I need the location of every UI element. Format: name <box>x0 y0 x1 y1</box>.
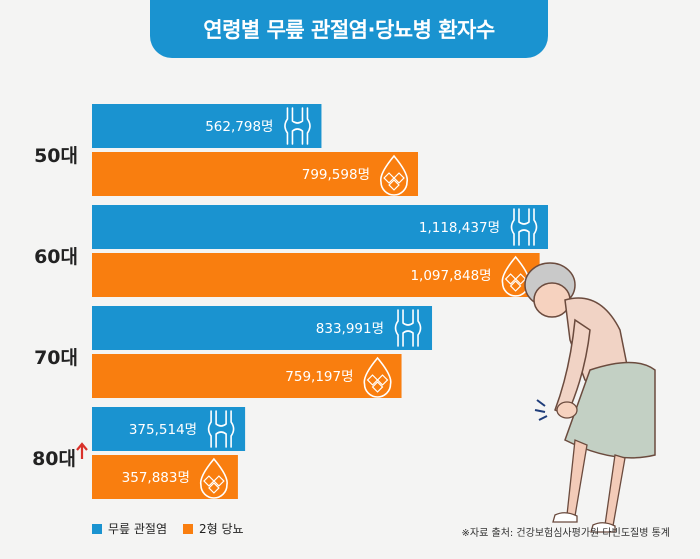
bar-diabetes <box>92 354 402 398</box>
elderly-woman-illustration <box>524 262 656 533</box>
legend-item-diabetes: 2형 당뇨 <box>183 520 244 537</box>
up-arrow-icon <box>76 442 88 459</box>
data-label: 562,798명 <box>205 119 273 135</box>
category-label: 50대 <box>34 145 78 167</box>
legend-label-knee: 무릎 관절염 <box>108 522 168 536</box>
knee-joint-icon <box>510 208 538 246</box>
legend-item-knee: 무릎 관절염 <box>92 520 167 537</box>
bar-knee <box>92 407 246 451</box>
bar-knee <box>92 205 548 249</box>
source-note: ※자료 출처: 건강보험심사평가원 다빈도질병 통계 <box>461 528 670 539</box>
data-label: 1,097,848명 <box>410 268 491 284</box>
bar-diabetes <box>92 455 238 499</box>
data-label: 357,883명 <box>122 470 190 486</box>
sugar-drop-icon <box>199 457 228 499</box>
sugar-drop-icon <box>379 154 409 196</box>
data-label: 1,118,437명 <box>419 220 500 236</box>
data-label: 833,991명 <box>316 321 384 337</box>
legend-label-diabetes: 2형 당뇨 <box>199 522 244 536</box>
sugar-drop-icon <box>501 255 530 297</box>
bar-diabetes <box>92 152 419 196</box>
data-label: 799,598명 <box>302 167 370 183</box>
category-label: 80대 <box>32 448 76 470</box>
category-label: 60대 <box>34 246 78 268</box>
bar-knee <box>92 104 322 148</box>
knee-joint-icon <box>394 309 422 347</box>
legend: 무릎 관절염 2형 당뇨 <box>92 520 244 537</box>
chart-title: 연령별 무릎 관절염·당뇨병 환자수 <box>150 0 548 58</box>
data-label: 759,197명 <box>285 369 353 385</box>
legend-swatch-knee <box>92 523 102 534</box>
data-label: 375,514명 <box>129 422 197 438</box>
bar-diabetes <box>92 253 540 297</box>
legend-swatch-diabetes <box>183 523 194 534</box>
bar-knee <box>92 306 433 350</box>
sugar-drop-icon <box>363 356 392 398</box>
category-label: 70대 <box>34 347 78 369</box>
knee-joint-icon <box>284 107 311 145</box>
knee-joint-icon <box>207 410 235 448</box>
